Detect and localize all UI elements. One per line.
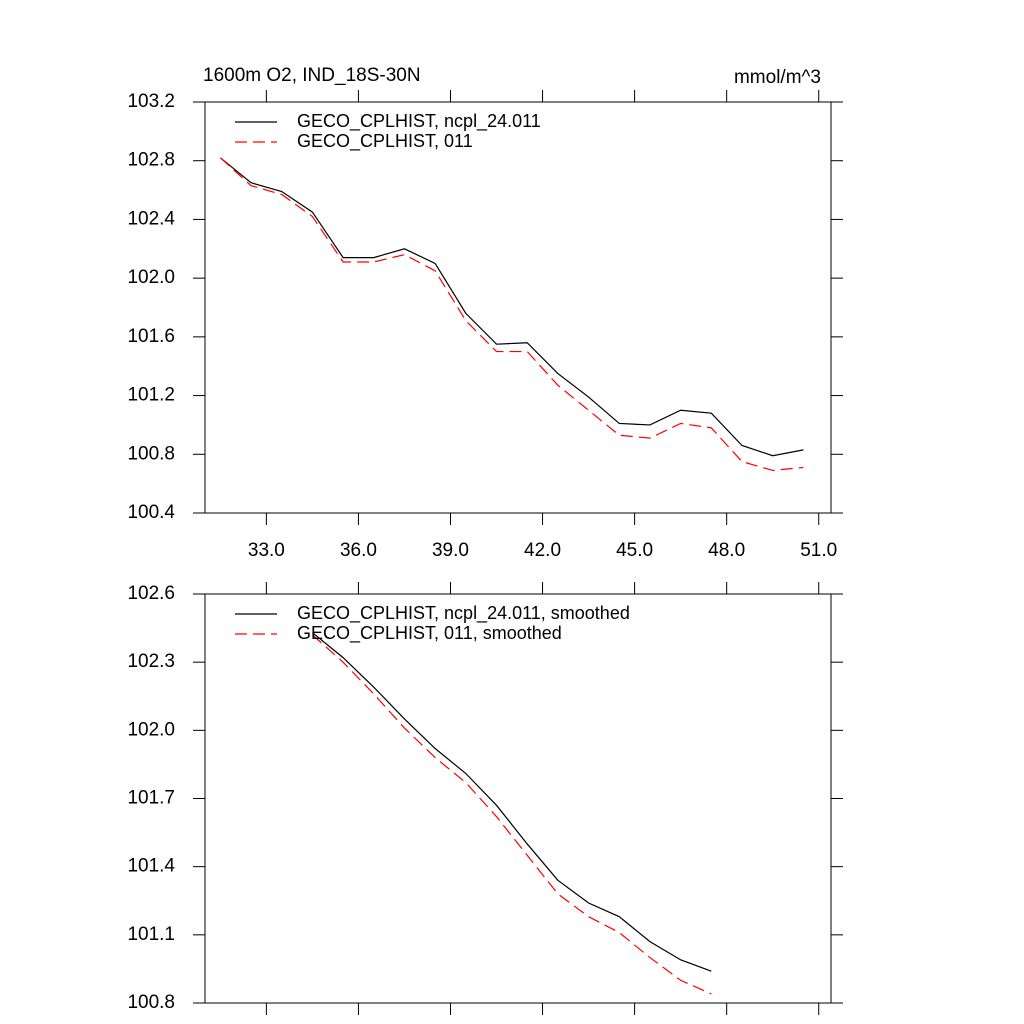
y-tick-label: 102.0	[127, 719, 175, 740]
legend-label: GECO_CPLHIST, 011	[297, 131, 473, 152]
x-tick-label: 33.0	[248, 540, 285, 561]
x-tick-label: 42.0	[524, 540, 561, 561]
y-tick-label: 103.2	[127, 91, 175, 112]
y-tick-label: 101.7	[127, 788, 175, 809]
y-tick-label: 101.6	[127, 326, 175, 347]
series-line	[219, 157, 804, 472]
y-tick-label: 102.8	[127, 150, 175, 171]
legend-label: GECO_CPLHIST, ncpl_24.011, smoothed	[297, 603, 630, 624]
x-tick-label: 45.0	[616, 540, 653, 561]
y-tick-label: 100.8	[127, 443, 175, 464]
series-line	[219, 157, 804, 457]
y-tick-label: 101.1	[127, 924, 175, 945]
legend-label: GECO_CPLHIST, ncpl_24.011	[297, 111, 541, 132]
series-line	[312, 632, 712, 972]
x-tick-label: 36.0	[340, 540, 377, 561]
y-tick-label: 100.8	[127, 992, 175, 1013]
x-tick-label: 39.0	[432, 540, 469, 561]
plot-frame	[204, 593, 832, 1004]
y-tick-label: 101.4	[127, 856, 175, 877]
y-tick-label: 101.2	[127, 385, 175, 406]
title-right: mmol/m^3	[734, 67, 821, 88]
y-tick-label: 102.3	[127, 651, 175, 672]
plot-frame	[204, 101, 832, 514]
series-line	[312, 634, 712, 995]
y-tick-label: 102.0	[127, 267, 175, 288]
title-left: 1600m O2, IND_18S-30N	[203, 65, 421, 86]
y-tick-label: 102.4	[127, 208, 175, 229]
x-tick-label: 48.0	[708, 540, 745, 561]
y-tick-label: 100.4	[127, 502, 175, 523]
x-tick-label: 51.0	[800, 540, 837, 561]
y-tick-label: 102.6	[127, 583, 175, 604]
legend-label: GECO_CPLHIST, 011, smoothed	[297, 623, 562, 644]
